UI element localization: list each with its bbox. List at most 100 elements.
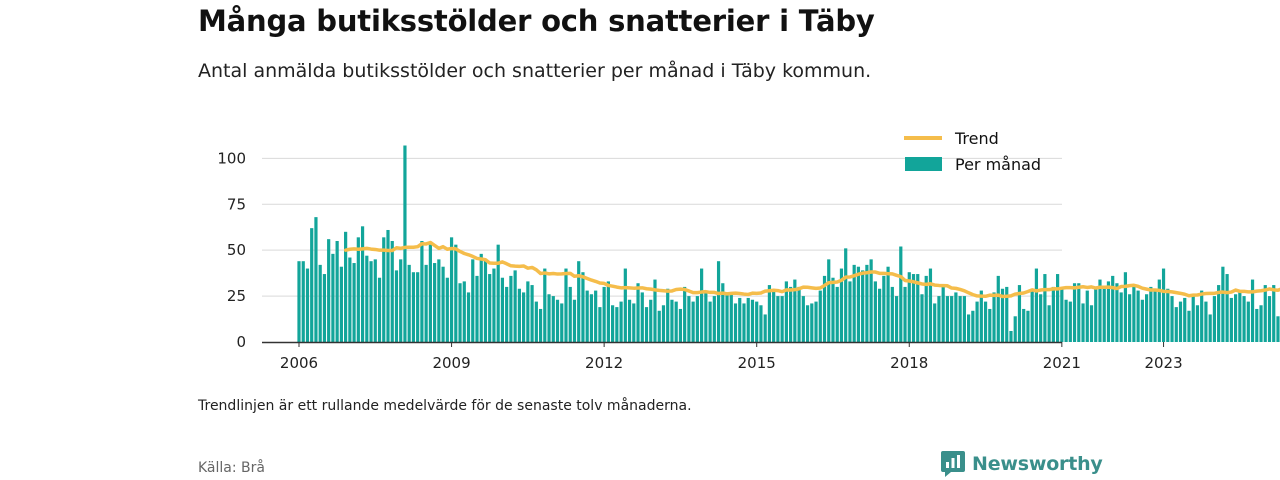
bar xyxy=(907,272,911,342)
bar xyxy=(1064,299,1068,342)
bar xyxy=(356,237,360,342)
bar xyxy=(1043,274,1047,342)
bar xyxy=(640,292,644,342)
bar xyxy=(1157,279,1161,342)
bar xyxy=(835,286,839,342)
bar xyxy=(1094,286,1098,342)
gridlines xyxy=(262,157,1062,297)
bar xyxy=(1225,274,1229,342)
bar xyxy=(716,261,721,342)
bar xyxy=(975,301,979,342)
bar xyxy=(416,272,420,342)
bar xyxy=(797,286,801,342)
bar xyxy=(492,268,496,342)
source-credit: Källa: Brå xyxy=(198,460,265,476)
bar xyxy=(844,248,848,342)
bar xyxy=(1111,275,1115,342)
bar xyxy=(619,301,623,342)
bar xyxy=(577,261,581,342)
bar xyxy=(1255,308,1259,342)
bar xyxy=(475,275,479,342)
bar xyxy=(772,290,776,342)
bar xyxy=(462,281,466,342)
legend-swatch-per-manad xyxy=(905,157,942,171)
bar xyxy=(382,237,386,342)
bar xyxy=(1234,294,1238,342)
bar xyxy=(1039,294,1043,342)
bar xyxy=(1098,279,1102,342)
bar xyxy=(1077,283,1081,342)
bar xyxy=(666,288,670,342)
bar xyxy=(623,268,627,342)
bar xyxy=(551,296,555,342)
x-tick-label: 2023 xyxy=(1144,354,1182,372)
bar xyxy=(759,305,763,342)
bar xyxy=(945,296,950,342)
bar xyxy=(522,292,526,342)
bar xyxy=(1132,286,1136,342)
bar xyxy=(1242,296,1246,342)
bar xyxy=(483,259,488,342)
bar xyxy=(458,283,462,342)
bar xyxy=(1221,266,1225,342)
bar xyxy=(712,296,716,342)
bar xyxy=(585,290,589,342)
bar xyxy=(1191,294,1195,342)
bar xyxy=(1178,301,1183,342)
bar xyxy=(869,259,873,342)
bar xyxy=(344,231,348,342)
bar xyxy=(1170,296,1174,342)
bar xyxy=(750,299,755,342)
brand-logo[interactable]: Newsworthy xyxy=(940,450,1103,478)
bar xyxy=(322,274,327,342)
bar xyxy=(839,268,844,342)
bar xyxy=(1106,281,1111,342)
bar xyxy=(903,286,907,342)
x-tick-label: 2009 xyxy=(432,354,470,372)
bar xyxy=(505,286,509,342)
bar xyxy=(1089,305,1094,342)
bar xyxy=(403,145,407,342)
bar xyxy=(1081,303,1085,342)
bar xyxy=(827,259,831,342)
bar xyxy=(1060,288,1064,342)
bar xyxy=(1140,299,1144,342)
bar xyxy=(924,275,928,342)
bar xyxy=(399,259,403,342)
bar xyxy=(856,266,861,342)
bar xyxy=(424,264,428,342)
bar xyxy=(352,263,356,342)
bar xyxy=(784,281,788,342)
bar xyxy=(899,246,903,342)
bar xyxy=(725,294,729,342)
bar xyxy=(886,266,890,342)
bar xyxy=(1149,286,1153,342)
bar xyxy=(644,307,649,342)
bar xyxy=(983,301,988,342)
bar xyxy=(704,290,708,342)
bar xyxy=(449,237,454,342)
bar xyxy=(979,290,983,342)
bar xyxy=(454,244,458,342)
x-tick-label: 2006 xyxy=(280,354,318,372)
bar xyxy=(1013,316,1017,342)
bar xyxy=(547,294,551,342)
bar xyxy=(852,264,856,342)
y-tick-label: 0 xyxy=(236,333,246,351)
bar xyxy=(1263,285,1267,342)
bar xyxy=(1153,288,1157,342)
bar xyxy=(674,301,678,342)
bar xyxy=(1250,279,1255,342)
bar xyxy=(1217,285,1221,342)
bar xyxy=(1166,288,1170,342)
bar xyxy=(1246,301,1250,342)
bar xyxy=(661,305,666,342)
bar xyxy=(1272,285,1276,342)
bar xyxy=(1229,297,1233,342)
bar xyxy=(1204,301,1208,342)
bar xyxy=(369,261,373,342)
bar xyxy=(543,268,547,342)
bar xyxy=(513,270,517,342)
bar xyxy=(861,270,865,342)
bar xyxy=(1026,310,1030,342)
